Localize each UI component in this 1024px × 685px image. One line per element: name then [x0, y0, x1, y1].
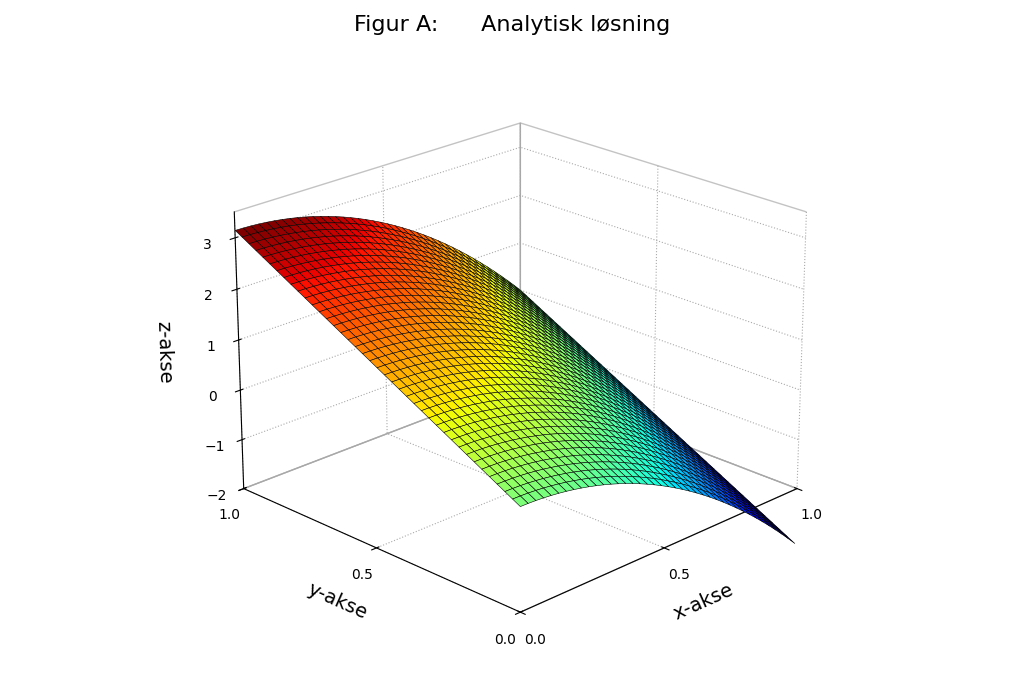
Y-axis label: y-akse: y-akse: [304, 580, 370, 623]
X-axis label: x-akse: x-akse: [671, 580, 737, 623]
Title: Figur A:      Analytisk løsning: Figur A: Analytisk løsning: [354, 15, 670, 35]
